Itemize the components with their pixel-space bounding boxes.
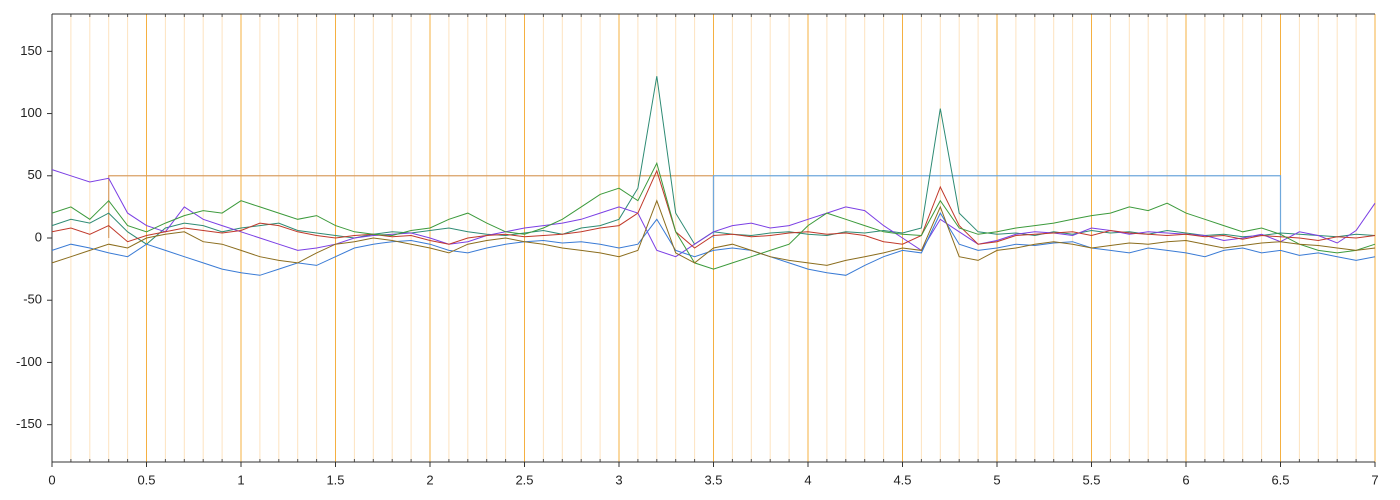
trace	[51, 212, 1376, 276]
x-tick-label: 6.5	[1271, 472, 1289, 487]
trace	[51, 169, 1376, 258]
x-tick-label: 0.5	[137, 472, 155, 487]
x-tick-label: 0	[48, 472, 55, 487]
y-tick-label: 150	[20, 43, 42, 58]
y-tick-label: -150	[16, 416, 42, 431]
trace	[51, 161, 1376, 270]
x-tick-label: 1	[237, 472, 244, 487]
x-tick-label: 2	[426, 472, 433, 487]
x-tick-label: 5.5	[1082, 472, 1100, 487]
x-tick-label: 4.5	[893, 472, 911, 487]
trace	[51, 199, 1376, 266]
x-tick-label: 1.5	[326, 472, 344, 487]
x-tick-label: 7	[1371, 472, 1378, 487]
y-tick-label: 100	[20, 105, 42, 120]
x-tick-label: 2.5	[515, 472, 533, 487]
y-tick-label: 50	[28, 167, 42, 182]
event-marker	[712, 175, 1282, 238]
x-tick-label: 5	[993, 472, 1000, 487]
y-tick-label: -50	[23, 292, 42, 307]
x-tick-label: 4	[804, 472, 811, 487]
y-tick-label: 0	[35, 229, 42, 244]
x-tick-label: 3	[615, 472, 622, 487]
x-tick-label: 6	[1182, 472, 1189, 487]
x-tick-label: 3.5	[704, 472, 722, 487]
y-tick-label: -100	[16, 354, 42, 369]
trace	[51, 169, 1376, 249]
